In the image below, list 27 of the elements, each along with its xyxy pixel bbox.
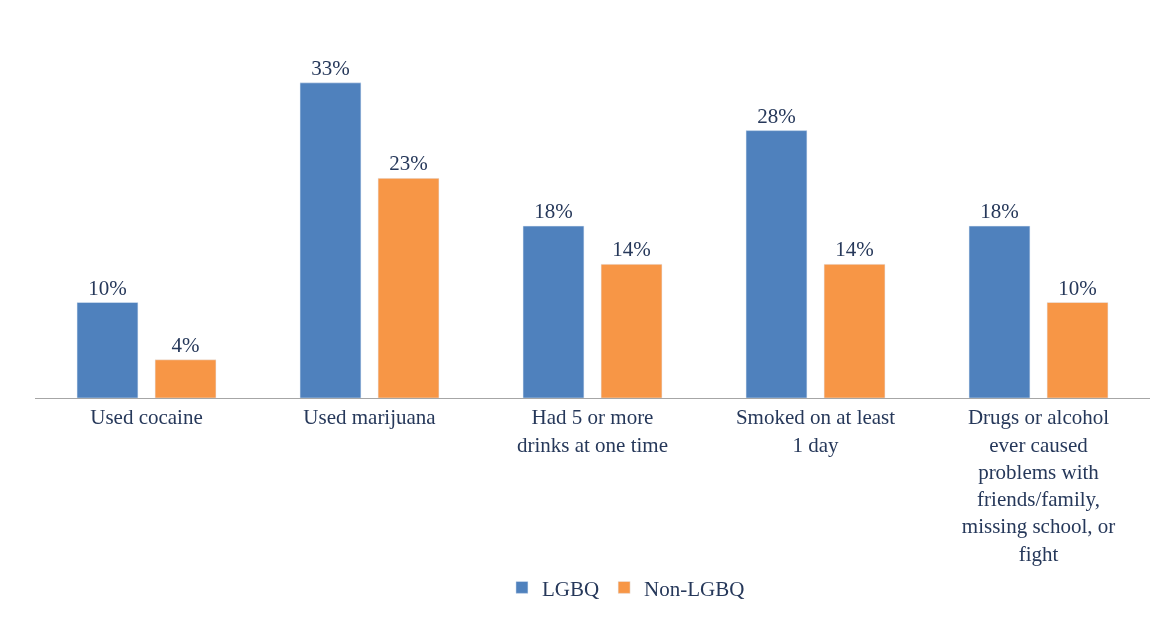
- data-label: 28%: [757, 103, 796, 128]
- data-label: 23%: [389, 151, 428, 176]
- bar: [968, 225, 1031, 398]
- x-tick-label: Smoked on at least 1 day: [735, 405, 896, 457]
- bar: [299, 82, 362, 398]
- data-label: 14%: [835, 237, 874, 262]
- legend-label: Non-LGBQ: [644, 576, 745, 601]
- data-label: 4%: [171, 332, 200, 357]
- bar: [377, 178, 440, 398]
- bar: [1046, 302, 1109, 398]
- x-tick-label: Used marijuana: [303, 405, 437, 430]
- x-tick-label: Used cocaine: [90, 405, 203, 430]
- data-label: 18%: [534, 199, 573, 224]
- data-label: 14%: [612, 237, 651, 262]
- bar: [745, 130, 808, 398]
- bar: [522, 225, 585, 398]
- bar: [823, 264, 886, 398]
- x-tick-label: Had 5 or more drinks at one time: [516, 405, 669, 457]
- bar: [154, 359, 217, 398]
- x-tick-label: Drugs or alcohol ever caused problems with friends/family, missing school, or fight: [961, 405, 1116, 566]
- bar: [600, 264, 663, 398]
- data-label: 10%: [1058, 275, 1097, 300]
- data-label: 10%: [88, 275, 127, 300]
- data-label: 18%: [980, 199, 1019, 224]
- bar: [76, 302, 139, 398]
- data-label: 33%: [311, 55, 350, 80]
- legend-label: LGBQ: [541, 576, 600, 601]
